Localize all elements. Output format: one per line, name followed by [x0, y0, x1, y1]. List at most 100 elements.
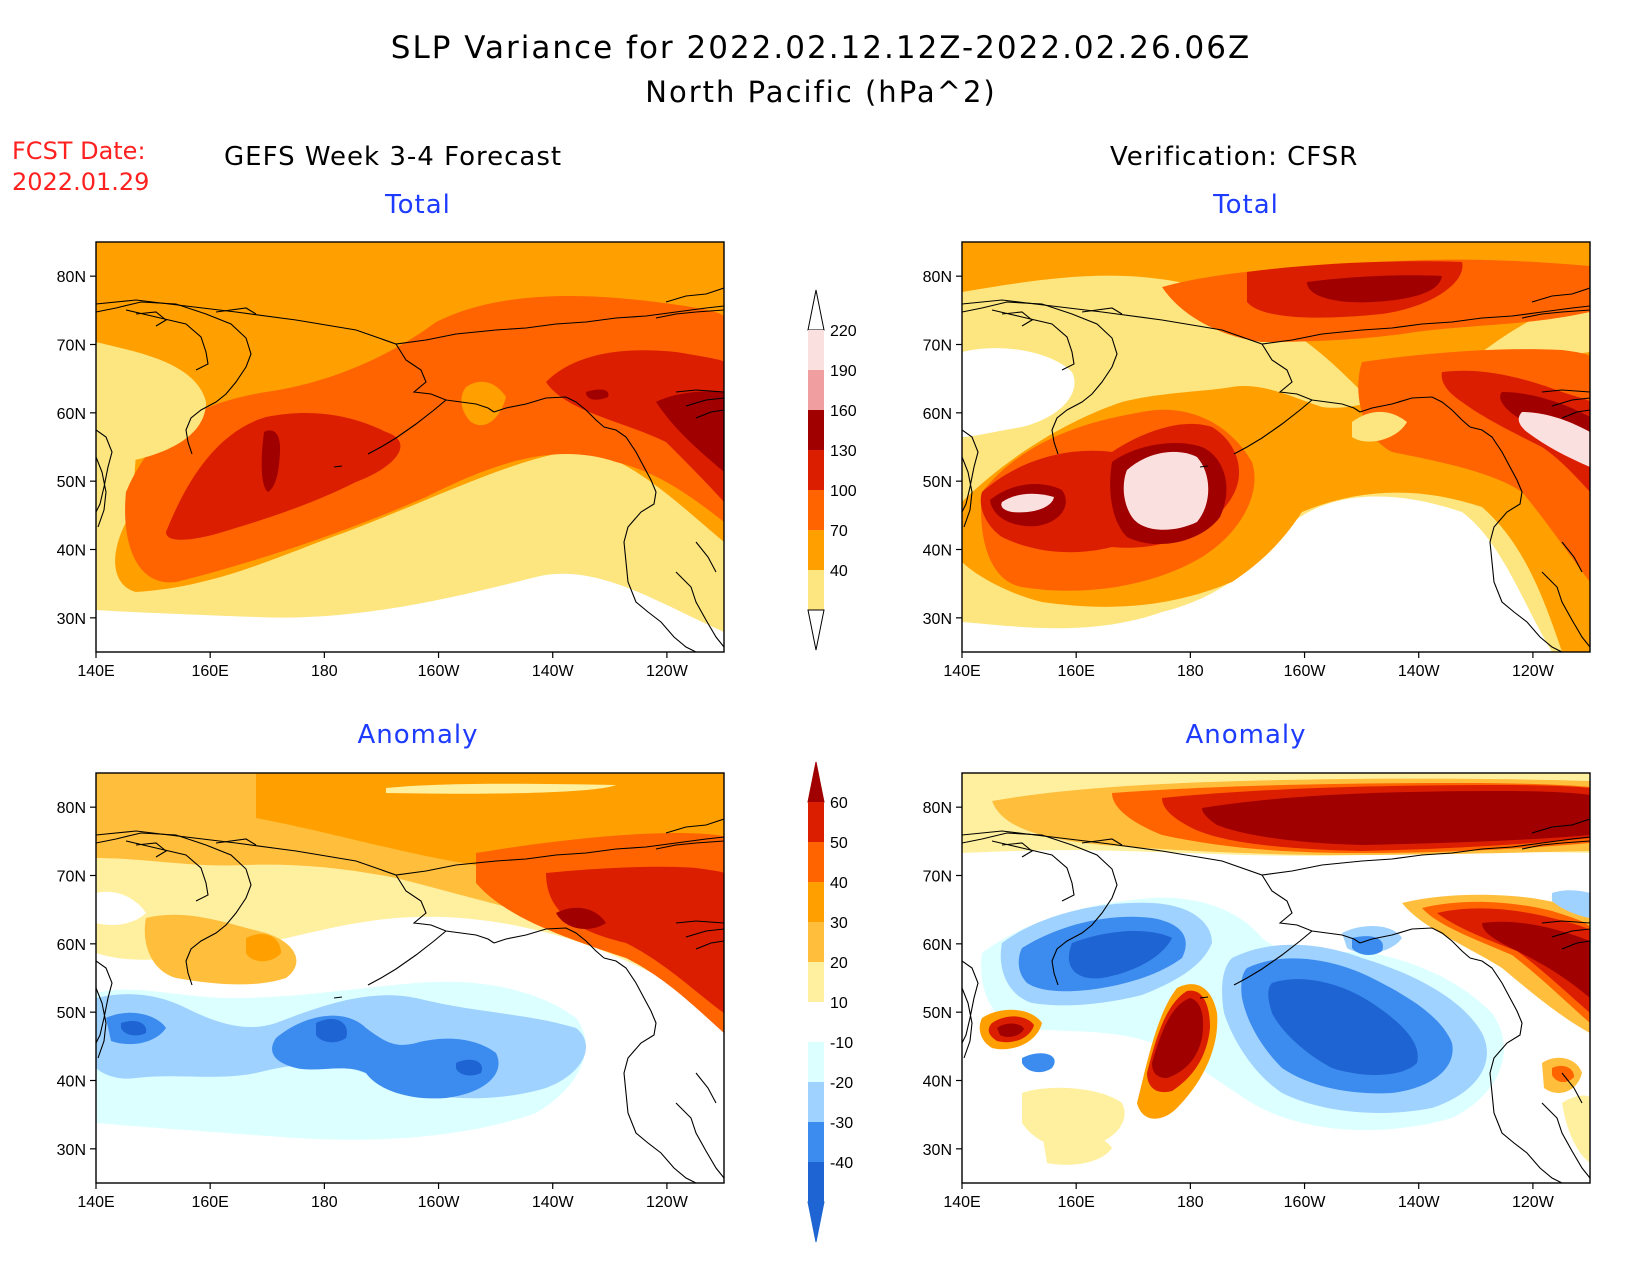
colorbar-anomaly-label: -30 — [830, 1115, 853, 1132]
colorbar-anomaly-label: 20 — [830, 955, 848, 972]
x-tick-label: 160E — [1057, 1194, 1094, 1211]
x-tick-label: 140E — [943, 1194, 980, 1211]
x-tick-label: 160W — [418, 663, 461, 680]
x-tick-label: 120W — [646, 663, 689, 680]
colorbar-anomaly-bin — [808, 1042, 824, 1082]
colorbar-anomaly-label: 10 — [830, 995, 848, 1012]
x-tick-label: 120W — [1512, 1194, 1555, 1211]
verification-total-map — [962, 242, 1590, 652]
colorbar-anomaly-label: 40 — [830, 875, 848, 892]
verification-total-frame — [961, 241, 1591, 653]
x-tick-label: 160E — [191, 1194, 228, 1211]
y-tick-label: 60N — [57, 937, 86, 954]
colorbar-anomaly-label: 50 — [830, 835, 848, 852]
colorbar-anomaly-bottom-cap — [807, 1201, 825, 1243]
x-tick-label: 120W — [646, 1194, 689, 1211]
x-tick-label: 160E — [1057, 663, 1094, 680]
y-tick-label: 60N — [57, 406, 86, 423]
colorbar-anomaly-bin — [808, 882, 824, 922]
verification-anomaly-frame — [961, 772, 1591, 1184]
column-title-verification: Verification: CFSR — [1110, 142, 1359, 172]
x-tick-label: 140W — [532, 663, 575, 680]
x-tick-label: 160E — [191, 663, 228, 680]
forecast-total-frame — [95, 241, 725, 653]
colorbar-total-bin — [808, 450, 824, 490]
colorbar-anomaly: 60 50 40 30 20 10 -10 -20 -30 -40 — [807, 761, 853, 1243]
x-tick-label: 180 — [1177, 1194, 1204, 1211]
x-tick-label: 180 — [1177, 663, 1204, 680]
forecast-anomaly-frame — [95, 772, 725, 1184]
y-tick-label: 50N — [923, 474, 952, 491]
x-tick-label: 160W — [418, 1194, 461, 1211]
y-tick-label: 70N — [923, 869, 952, 886]
figure-title-line2: North Pacific (hPa^2) — [645, 75, 997, 109]
x-tick-label: 140W — [1398, 1194, 1441, 1211]
y-tick-label: 70N — [57, 338, 86, 355]
colorbar-total-label: 130 — [830, 443, 857, 460]
x-tick-label: 140W — [1398, 663, 1441, 680]
y-tick-label: 80N — [57, 269, 86, 286]
colorbar-total-bin — [808, 370, 824, 410]
x-tick-label: 140E — [77, 663, 114, 680]
colorbar-anomaly-bin — [808, 1122, 824, 1162]
y-tick-label: 50N — [57, 474, 86, 491]
y-tick-label: 40N — [923, 1074, 952, 1091]
y-tick-label: 50N — [57, 1005, 86, 1022]
x-tick-label: 180 — [311, 1194, 338, 1211]
colorbar-anomaly-bin — [808, 1162, 824, 1202]
y-tick-label: 80N — [923, 269, 952, 286]
y-tick-label: 60N — [923, 937, 952, 954]
y-tick-label: 30N — [57, 611, 86, 628]
x-tick-label: 160W — [1284, 1194, 1327, 1211]
colorbar-total-bin — [808, 530, 824, 570]
y-tick-label: 60N — [923, 406, 952, 423]
y-tick-label: 30N — [923, 1142, 952, 1159]
colorbar-anomaly-bin — [808, 842, 824, 882]
x-tick-label: 160W — [1284, 663, 1327, 680]
colorbar-total-label: 70 — [830, 523, 848, 540]
colorbar-total-label: 160 — [830, 403, 857, 420]
colorbar-anomaly-label: -10 — [830, 1035, 853, 1052]
x-tick-label: 120W — [1512, 663, 1555, 680]
column-title-forecast: GEFS Week 3-4 Forecast — [224, 142, 563, 172]
y-tick-label: 40N — [57, 1074, 86, 1091]
x-tick-label: 140E — [943, 663, 980, 680]
colorbar-total-label: 190 — [830, 363, 857, 380]
y-tick-label: 80N — [923, 800, 952, 817]
colorbar-total-bin — [808, 570, 824, 610]
figure-title-line1: SLP Variance for 2022.02.12.12Z-2022.02.… — [390, 30, 1252, 66]
y-tick-label: 70N — [923, 338, 952, 355]
colorbar-total-bottom-cap — [807, 609, 825, 651]
colorbar-total-bin — [808, 330, 824, 370]
colorbar-anomaly-bin — [808, 802, 824, 842]
colorbar-total-label: 40 — [830, 563, 848, 580]
colorbar-anomaly-label: 30 — [830, 915, 848, 932]
y-tick-label: 40N — [57, 543, 86, 560]
x-tick-label: 140W — [532, 1194, 575, 1211]
colorbar-anomaly-label: -20 — [830, 1075, 853, 1092]
forecast-anomaly-map — [96, 773, 724, 1183]
panel-title-verification-total: Total — [1213, 190, 1279, 220]
forecast-total-map — [96, 242, 724, 652]
panel-title-forecast-anomaly: Anomaly — [357, 720, 479, 750]
colorbar-anomaly-top-cap — [807, 761, 825, 803]
colorbar-anomaly-bin — [808, 1082, 824, 1122]
panel-title-forecast-total: Total — [385, 190, 451, 220]
colorbar-total-top-cap — [807, 289, 825, 331]
y-tick-label: 30N — [923, 611, 952, 628]
verification-anomaly-map — [962, 773, 1590, 1183]
x-tick-label: 140E — [77, 1194, 114, 1211]
colorbar-total-bin — [808, 410, 824, 450]
colorbar-anomaly-bin — [808, 962, 824, 1002]
colorbar-total-bin — [808, 490, 824, 530]
colorbar-total: 220 190 160 130 100 70 40 — [807, 289, 857, 651]
y-tick-label: 80N — [57, 800, 86, 817]
colorbar-anomaly-bin — [808, 1002, 824, 1042]
y-tick-label: 70N — [57, 869, 86, 886]
colorbar-total-label: 220 — [830, 323, 857, 340]
fcst-date-value: 2022.01.29 — [12, 168, 150, 196]
colorbar-total-label: 100 — [830, 483, 857, 500]
colorbar-anomaly-label: 60 — [830, 795, 848, 812]
y-tick-label: 30N — [57, 1142, 86, 1159]
